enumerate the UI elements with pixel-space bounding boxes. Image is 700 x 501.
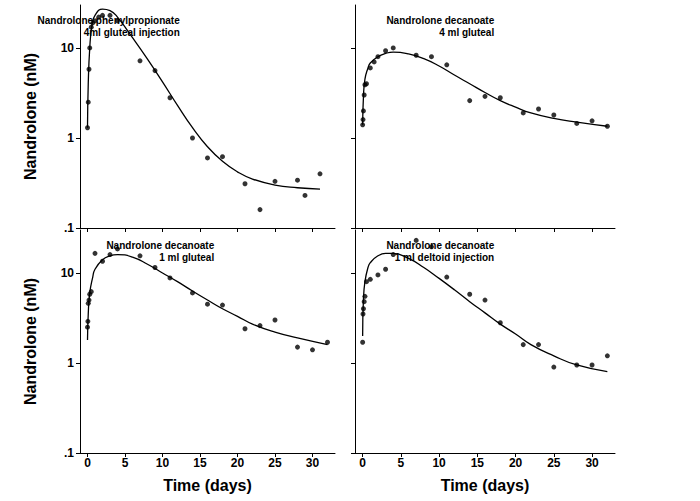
svg-text:Nandrolone decanoate: Nandrolone decanoate	[386, 240, 494, 251]
svg-text:Nandrolone phenylpropionate: Nandrolone phenylpropionate	[38, 15, 181, 26]
svg-text:10: 10	[432, 456, 446, 470]
svg-text:15: 15	[193, 456, 207, 470]
svg-text:1: 1	[67, 131, 74, 145]
svg-text:1 ml deltoid injection: 1 ml deltoid injection	[395, 252, 494, 263]
svg-text:30: 30	[585, 456, 599, 470]
svg-text:15: 15	[471, 456, 485, 470]
svg-text:0: 0	[359, 456, 366, 470]
svg-text:25: 25	[547, 456, 561, 470]
svg-text:10: 10	[156, 456, 170, 470]
svg-text:Nandrolone decanoate: Nandrolone decanoate	[386, 15, 494, 26]
svg-text:Nandrolone (nM): Nandrolone (nM)	[22, 278, 39, 405]
svg-text:5: 5	[398, 456, 405, 470]
svg-text:20: 20	[509, 456, 523, 470]
svg-text:10: 10	[61, 41, 75, 55]
svg-text:10: 10	[61, 266, 75, 280]
svg-text:Time (days): Time (days)	[441, 477, 530, 494]
svg-text:Nandrolone decanoate: Nandrolone decanoate	[106, 240, 214, 251]
svg-text:30: 30	[306, 456, 320, 470]
svg-text:1: 1	[67, 356, 74, 370]
svg-text:5: 5	[122, 456, 129, 470]
svg-text:4 ml gluteal: 4 ml gluteal	[439, 27, 494, 38]
svg-text:4ml gluteal injection: 4ml gluteal injection	[84, 27, 180, 38]
svg-text:25: 25	[268, 456, 282, 470]
svg-text:Time (days): Time (days)	[163, 477, 252, 494]
svg-text:1 ml gluteal: 1 ml gluteal	[159, 252, 214, 263]
svg-text:20: 20	[231, 456, 245, 470]
svg-text:0: 0	[84, 456, 91, 470]
svg-text:.1: .1	[64, 221, 74, 235]
svg-text:.1: .1	[64, 446, 74, 460]
svg-text:Nandrolone (nM): Nandrolone (nM)	[22, 53, 39, 180]
